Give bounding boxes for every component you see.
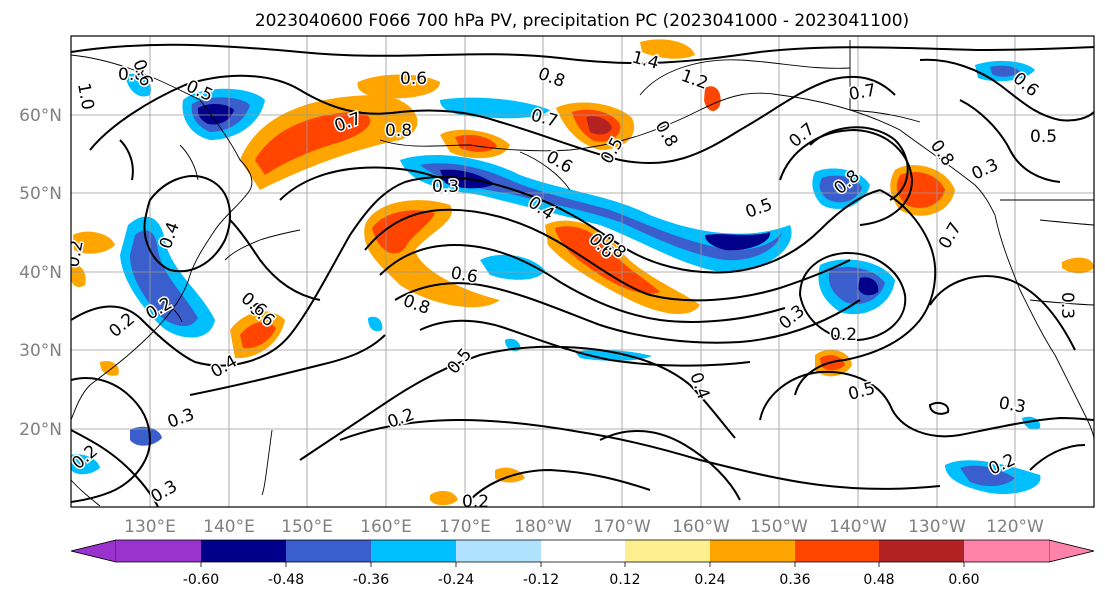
precip-shading-positive: [240, 321, 276, 349]
precip-shading-positive: [640, 39, 695, 59]
colorbar-left-arrow: [70, 539, 117, 563]
precip-shading-negative: [480, 254, 545, 280]
colorbar-swatch: [201, 540, 286, 562]
precip-shading-negative: [575, 349, 652, 361]
longitude-labels: 130°E 140°E 150°E 160°E 170°E 180°W 170°…: [124, 517, 1044, 537]
lat-label: 60°N: [19, 106, 62, 126]
map-panel: 0.6 1.0 0.8 0.5 0.6 0.7 0.8 0.8 0.7 0.6 …: [70, 35, 1095, 512]
colorbar-swatch: [710, 540, 795, 562]
colorbar-swatch: [456, 540, 541, 562]
precip-shading-negative: [420, 163, 782, 261]
contour-label: 0.6: [400, 69, 427, 89]
precip-shading-positive: [255, 112, 371, 175]
contour-label: 0.7: [847, 81, 877, 105]
precip-shading-negative: [819, 175, 862, 203]
contour-label: 0.8: [118, 65, 145, 85]
lon-label: 150°E: [281, 517, 333, 537]
colorbar-swatch: [116, 540, 201, 562]
lon-label: 130°W: [908, 517, 966, 537]
precip-shading-positive: [555, 226, 660, 294]
contour-label: 0.6: [449, 263, 479, 287]
lon-label: 170°E: [439, 517, 491, 537]
lon-label: 120°W: [986, 517, 1044, 537]
map-title: 2023040600 F066 700 hPa PV, precipitatio…: [255, 11, 909, 31]
lon-label: 180°W: [514, 517, 572, 537]
lat-label: 30°N: [19, 341, 62, 361]
lon-label: 160°E: [360, 517, 412, 537]
pv-contours: [71, 43, 1094, 507]
lon-label: 140°E: [203, 517, 255, 537]
colorbar-tick-label: 0.60: [948, 572, 979, 588]
map-frame: [70, 35, 1095, 508]
lat-label: 50°N: [19, 184, 62, 204]
lat-label: 20°N: [19, 420, 62, 440]
colorbar-tick-label: 0.24: [694, 572, 725, 588]
colorbar-right-arrow: [1048, 539, 1095, 563]
colorbar-swatch: [286, 540, 371, 562]
precip-shading-negative: [858, 277, 879, 296]
precip-shading-negative: [71, 454, 100, 475]
colorbar-tick-label: 0.12: [609, 572, 640, 588]
precip-shading-negative: [990, 65, 1020, 77]
precip-shading-negative: [130, 426, 162, 446]
precip-shading-positive: [73, 231, 115, 254]
lon-label: 170°W: [593, 517, 651, 537]
precip-shading-negative: [125, 73, 151, 97]
precip-shading-positive: [372, 210, 435, 254]
precip-shading-positive: [586, 116, 612, 135]
contour-label: 0.3: [432, 177, 459, 197]
colorbar-outline: [70, 539, 1095, 563]
colorbar-tick-label: -0.48: [268, 572, 304, 588]
precip-shading-positive: [704, 86, 721, 112]
precip-shading-negative: [368, 316, 383, 332]
contour-label: 0.8: [385, 121, 412, 141]
colorbar-ticks: [200, 562, 965, 567]
colorbar-swatch: [795, 540, 879, 562]
precip-shading-negative: [960, 465, 1015, 487]
colorbar-tick-label: 0.48: [863, 572, 894, 588]
precipitation-shading: [71, 39, 1094, 506]
precip-shading-positive: [1062, 257, 1094, 274]
colorbar-tick-label: -0.36: [353, 572, 389, 588]
colorbar-swatch: [964, 540, 1049, 562]
lat-label: 40°N: [19, 263, 62, 283]
contour-label: 0.3: [1057, 292, 1077, 319]
contour-label: 0.2: [462, 492, 489, 512]
latitude-labels: 60°N 50°N 40°N 30°N 20°N: [19, 106, 62, 440]
colorbar-swatch: [625, 540, 710, 562]
colorbar-swatch: [371, 540, 456, 562]
precip-shading-positive: [357, 74, 440, 99]
lon-label: 160°W: [672, 517, 730, 537]
precip-shading-positive: [71, 264, 86, 288]
colorbar-tick-label: -0.60: [183, 572, 219, 588]
colorbar-tick-label: -0.12: [523, 572, 559, 588]
precip-shading-positive: [100, 360, 119, 376]
colorbar-tick-label: -0.24: [438, 572, 474, 588]
colorbar-swatch: [541, 540, 625, 562]
lon-label: 140°W: [829, 517, 887, 537]
colorbar: -0.60 -0.48 -0.36 -0.24 -0.12 0.12 0.24 …: [70, 539, 1095, 588]
colorbar-tick-label: 0.36: [779, 572, 810, 588]
contour-label: 0.2: [830, 325, 857, 345]
precip-shading-positive: [896, 171, 945, 208]
lon-label: 130°E: [124, 517, 176, 537]
precip-shading-negative: [705, 232, 771, 251]
colorbar-swatch: [879, 540, 964, 562]
contour-label: 0.5: [1030, 127, 1057, 147]
precip-shading-positive: [430, 490, 458, 506]
lon-label: 150°W: [750, 517, 808, 537]
precip-shading-negative: [130, 230, 198, 327]
